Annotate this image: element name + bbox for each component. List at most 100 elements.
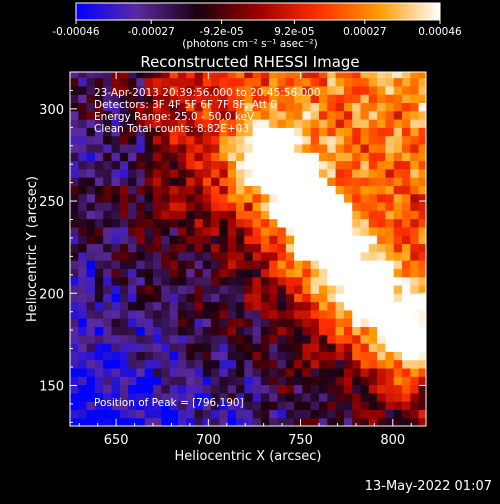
heatmap-cell xyxy=(393,226,403,236)
heatmap-cell xyxy=(227,226,237,236)
heatmap-cell xyxy=(144,376,154,386)
heatmap-cell xyxy=(294,168,304,178)
heatmap-cell xyxy=(377,94,387,104)
heatmap-cell xyxy=(277,367,287,377)
heatmap-cell xyxy=(94,152,104,162)
heatmap-cell xyxy=(410,110,420,120)
heatmap-cell xyxy=(277,160,287,170)
colorbar-ticks: -0.00046 -0.00027 -9.2e-05 9.2e-05 0.00027 0.… xyxy=(52,20,462,38)
heatmap-cell xyxy=(285,276,295,286)
heatmap-cell xyxy=(236,334,245,344)
heatmap-cell xyxy=(260,367,270,377)
heatmap-cell xyxy=(327,85,337,95)
heatmap-cell xyxy=(244,102,254,112)
heatmap-cell xyxy=(169,226,179,236)
heatmap-cell xyxy=(310,235,320,245)
heatmap-cell xyxy=(418,251,426,261)
heatmap-cell xyxy=(260,102,270,112)
heatmap-cell xyxy=(219,417,229,426)
heatmap-cell xyxy=(285,401,295,411)
heatmap-cell xyxy=(269,376,279,386)
heatmap-cell xyxy=(119,334,129,344)
heatmap-cell xyxy=(227,218,237,228)
heatmap-cell xyxy=(393,102,403,112)
heatmap-cell xyxy=(119,243,129,253)
heatmap-cell xyxy=(103,351,113,361)
heatmap-cell xyxy=(285,77,295,87)
heatmap-cell xyxy=(335,276,345,286)
heatmap-cell xyxy=(410,72,420,79)
heatmap-cell xyxy=(78,226,88,236)
heatmap-cell xyxy=(128,251,138,261)
heatmap-cell xyxy=(327,367,337,377)
heatmap-cell xyxy=(211,210,221,220)
heatmap-cell xyxy=(368,160,378,170)
heatmap-cell xyxy=(402,152,411,162)
heatmap-cell xyxy=(360,401,370,411)
heatmap-cell xyxy=(169,135,179,145)
heatmap-cell xyxy=(269,85,279,95)
heatmap-cell xyxy=(153,102,162,112)
heatmap-cell xyxy=(244,260,254,269)
heatmap-cell xyxy=(103,260,113,269)
heatmap-cell xyxy=(352,260,362,269)
heatmap-cell xyxy=(186,284,196,294)
heatmap-cell xyxy=(377,359,387,369)
heatmap-cell xyxy=(219,284,229,294)
heatmap-cell xyxy=(360,243,370,253)
heatmap-cell xyxy=(352,94,362,104)
heatmap-cell xyxy=(136,334,146,344)
heatmap-cell xyxy=(111,143,121,153)
heatmap-cell xyxy=(360,143,370,153)
heatmap-cell xyxy=(70,301,79,311)
heatmap-cell xyxy=(161,343,171,352)
heatmap-cell xyxy=(119,110,129,120)
heatmap-cell xyxy=(202,343,212,352)
heatmap-cell xyxy=(153,268,162,278)
heatmap-cell xyxy=(94,185,104,195)
heatmap-cell xyxy=(294,409,304,419)
heatmap-cell xyxy=(236,102,245,112)
heatmap-cell xyxy=(86,251,96,261)
heatmap-cell xyxy=(136,309,146,319)
heatmap-cell xyxy=(343,351,353,361)
heatmap-cell xyxy=(343,284,353,294)
heatmap-cell xyxy=(285,160,295,170)
heatmap-cell xyxy=(294,235,304,245)
heatmap-cell xyxy=(310,293,320,303)
heatmap-cell xyxy=(94,235,104,245)
heatmap-cell xyxy=(343,367,353,377)
heatmap-cell xyxy=(335,384,345,394)
x-tick-label: 750 xyxy=(288,433,313,448)
heatmap-cell xyxy=(327,376,337,386)
heatmap-cell xyxy=(161,301,171,311)
heatmap-cell xyxy=(219,334,229,344)
heatmap-cell xyxy=(302,343,312,352)
heatmap-cell xyxy=(402,309,411,319)
heatmap-cell xyxy=(94,94,104,104)
heatmap-cell xyxy=(236,392,245,402)
heatmap-cell xyxy=(244,127,254,137)
heatmap-cell xyxy=(260,110,270,120)
heatmap-cell xyxy=(136,367,146,377)
heatmap-cell xyxy=(219,85,229,95)
heatmap-cell xyxy=(244,351,254,361)
heatmap-cell xyxy=(136,284,146,294)
heatmap-cell xyxy=(410,343,420,352)
heatmap-cell xyxy=(136,135,146,145)
heatmap-cell xyxy=(111,152,121,162)
heatmap-cell xyxy=(153,127,162,137)
heatmap-cell xyxy=(310,401,320,411)
heatmap-cell xyxy=(227,168,237,178)
heatmap-cell xyxy=(153,193,162,203)
heatmap-cell xyxy=(211,102,221,112)
heatmap-cell xyxy=(119,177,129,186)
heatmap-cell xyxy=(269,218,279,228)
heatmap-cell xyxy=(94,343,104,352)
heatmap-cell xyxy=(128,243,138,253)
heatmap-cell xyxy=(310,284,320,294)
heatmap-cell xyxy=(111,127,121,137)
heatmap-cell xyxy=(269,143,279,153)
heatmap-cell xyxy=(294,301,304,311)
heatmap-cell xyxy=(269,127,279,137)
